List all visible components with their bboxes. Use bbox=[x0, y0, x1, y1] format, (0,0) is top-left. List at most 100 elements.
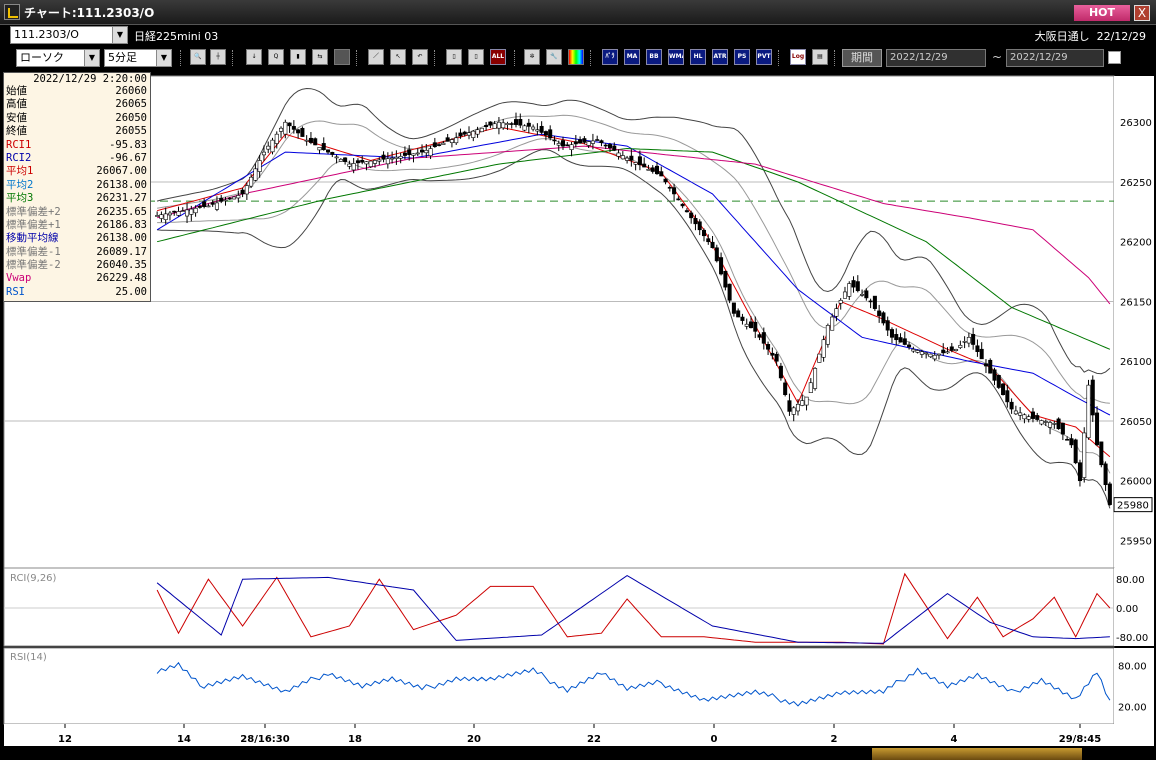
chevron-down-icon[interactable]: ▼ bbox=[84, 50, 99, 66]
candle-body bbox=[381, 154, 386, 160]
candle-body bbox=[385, 158, 390, 165]
bollinger-band-line bbox=[157, 138, 1111, 474]
candle-body bbox=[659, 171, 664, 177]
candle-body bbox=[518, 119, 523, 126]
candle-body bbox=[885, 320, 890, 331]
date-to-field[interactable]: 2022/12/29 bbox=[1006, 49, 1104, 67]
time-tick-label: 12 bbox=[58, 734, 72, 745]
undo-icon[interactable]: ↶ bbox=[412, 49, 428, 65]
chart-area[interactable]: 26300 26250 26200 26150 26100 26050 26000 25950… bbox=[0, 72, 1156, 760]
candle-body bbox=[1048, 422, 1053, 428]
ma1-button[interactable]: ﾊﾟﾗ bbox=[602, 49, 618, 65]
download-icon[interactable]: ↓ bbox=[246, 49, 262, 65]
bb-button[interactable]: BB bbox=[646, 49, 662, 65]
candle-body bbox=[522, 125, 527, 131]
chevron-down-icon[interactable]: ▼ bbox=[156, 50, 171, 66]
candle-body bbox=[210, 202, 215, 205]
candle-body bbox=[552, 139, 557, 142]
log-button[interactable]: Log bbox=[790, 49, 806, 65]
candle-body bbox=[360, 159, 365, 163]
wma-button[interactable]: WMA bbox=[668, 49, 684, 65]
candle-body bbox=[954, 348, 959, 351]
candle-body bbox=[753, 321, 758, 332]
interval-select[interactable]: 5分足 ▼ bbox=[104, 49, 172, 67]
pvt-button[interactable]: PVT bbox=[756, 49, 772, 65]
candle-body bbox=[928, 353, 933, 358]
candle-body bbox=[488, 121, 493, 126]
candle-body bbox=[975, 345, 980, 352]
candle-body bbox=[855, 281, 860, 292]
candle-body bbox=[842, 291, 847, 299]
candle-icon[interactable]: ▯ bbox=[446, 49, 462, 65]
info-value: 26229.48 bbox=[96, 272, 147, 285]
candle-body bbox=[988, 359, 993, 374]
hot-button[interactable]: HOT bbox=[1074, 5, 1130, 21]
candle-body bbox=[214, 202, 219, 210]
draw-line-icon[interactable]: ／ bbox=[368, 49, 384, 65]
hl-button[interactable]: HL bbox=[690, 49, 706, 65]
rsi-axis-bg bbox=[1114, 648, 1154, 724]
candle-body bbox=[445, 137, 450, 142]
chart-type-select[interactable]: ローソク ▼ bbox=[16, 49, 100, 67]
range-tilde: ~ bbox=[992, 50, 1003, 64]
candle-body bbox=[180, 210, 185, 212]
candle-body bbox=[437, 144, 442, 146]
candle-body bbox=[697, 221, 702, 231]
price-tick-label: 25950 bbox=[1120, 536, 1152, 547]
ps-button[interactable]: PS bbox=[734, 49, 750, 65]
candle-body bbox=[283, 121, 288, 135]
candle-body bbox=[475, 129, 480, 135]
ma-button[interactable]: MA bbox=[624, 49, 640, 65]
series-line bbox=[156, 133, 1111, 416]
crosshair-icon[interactable]: ┼ bbox=[210, 49, 226, 65]
candle-body bbox=[535, 129, 540, 132]
zoom-icon[interactable]: Q bbox=[268, 49, 284, 65]
candle-body bbox=[813, 368, 818, 389]
disabled-icon[interactable] bbox=[334, 49, 350, 65]
candle-body bbox=[1026, 416, 1031, 420]
candle-body bbox=[402, 152, 407, 156]
arrow-icon[interactable]: ⇆ bbox=[312, 49, 328, 65]
period-checkbox[interactable] bbox=[1108, 51, 1121, 64]
palette-icon[interactable] bbox=[568, 49, 584, 65]
date-from-field[interactable]: 2022/12/29 bbox=[886, 49, 986, 67]
candle-body bbox=[257, 160, 262, 172]
atr-button[interactable]: ATR bbox=[712, 49, 728, 65]
candle-body bbox=[155, 215, 160, 217]
period-button[interactable]: 期間 bbox=[842, 49, 882, 67]
all-button[interactable]: ALL bbox=[490, 49, 506, 65]
candle-body bbox=[539, 125, 544, 133]
candle-body bbox=[373, 160, 378, 164]
candle-body bbox=[479, 127, 484, 133]
candle-body bbox=[680, 203, 685, 207]
chevron-down-icon[interactable]: ▼ bbox=[112, 27, 127, 43]
search-icon[interactable]: 🔍 bbox=[190, 49, 206, 65]
candle-body bbox=[351, 163, 356, 171]
export-icon[interactable]: ▤ bbox=[812, 49, 828, 65]
toolbar-separator bbox=[590, 50, 593, 66]
candle-body bbox=[274, 133, 279, 144]
gear-icon[interactable]: ✲ bbox=[524, 49, 540, 65]
candle-body bbox=[778, 365, 783, 379]
close-button[interactable]: X bbox=[1134, 5, 1150, 21]
candle-body bbox=[249, 176, 254, 187]
candle-body bbox=[526, 122, 531, 127]
candle-body bbox=[514, 119, 519, 125]
candle-body bbox=[266, 145, 271, 150]
candle-body bbox=[770, 352, 775, 356]
toolbar-separator bbox=[356, 50, 359, 66]
candle2-icon[interactable]: ▯ bbox=[468, 49, 484, 65]
candle-body bbox=[189, 208, 194, 215]
wrench-icon[interactable]: 🔧 bbox=[546, 49, 562, 65]
info-row: RSI 25.00 bbox=[4, 286, 150, 299]
bollinger-band-line bbox=[157, 114, 1110, 404]
interval-value: 5分足 bbox=[108, 51, 137, 64]
candle-body bbox=[872, 295, 877, 309]
bar-add-icon[interactable]: ▮ bbox=[290, 49, 306, 65]
cursor-icon[interactable]: ↖ bbox=[390, 49, 406, 65]
candle-body bbox=[377, 159, 382, 162]
candle-body bbox=[261, 151, 266, 156]
symbol-select[interactable]: 111.2303/O ▼ bbox=[10, 26, 128, 44]
candle-body bbox=[176, 211, 181, 216]
candle-body bbox=[757, 334, 762, 338]
